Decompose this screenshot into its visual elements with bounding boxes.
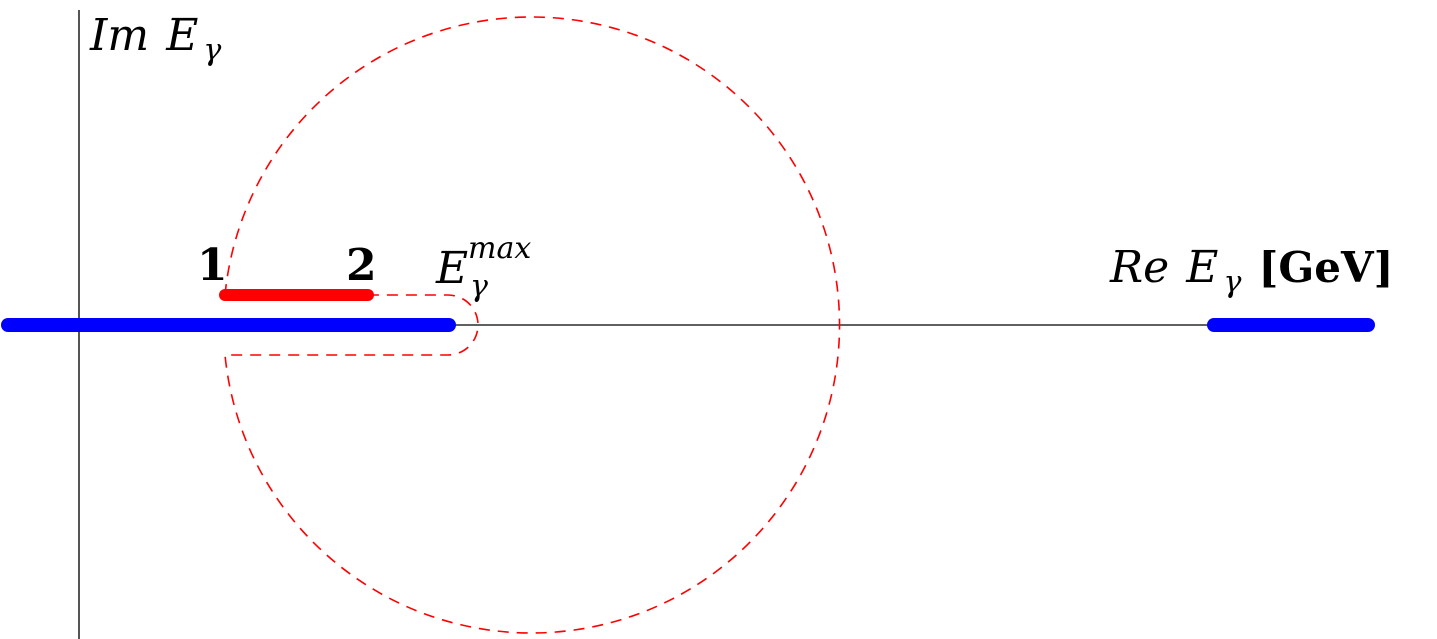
real-label-unit: [GeV] (1259, 243, 1394, 292)
emax-subscript: γ (470, 269, 488, 304)
emax-symbol: E (435, 243, 468, 294)
real-label-prefix: Re (1109, 242, 1169, 293)
integration-contour (224, 16, 841, 634)
emax-label: E max γ (435, 231, 531, 304)
imaginary-label-prefix: Im (89, 10, 149, 61)
imaginary-label-subscript: γ (203, 33, 221, 68)
point-2-label: 2 (346, 240, 377, 291)
imaginary-label-symbol: E (165, 10, 198, 61)
real-axis-label: Re E γ [GeV] (1109, 242, 1393, 300)
imaginary-axis-label: Im E γ (89, 10, 221, 68)
point-1-label: 1 (197, 240, 228, 291)
real-label-symbol: E (1185, 242, 1218, 293)
real-label-subscript: γ (1223, 265, 1241, 300)
emax-superscript: max (468, 231, 531, 266)
